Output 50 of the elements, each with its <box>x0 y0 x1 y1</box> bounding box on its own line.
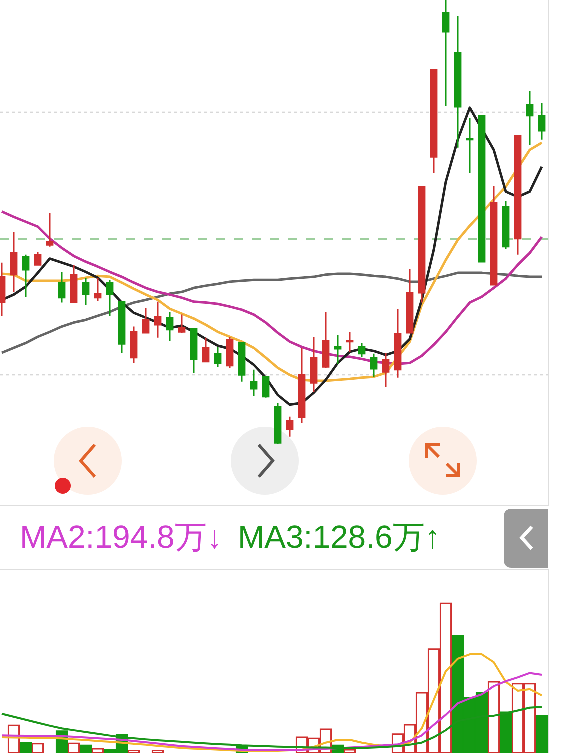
candlestick <box>322 311 330 369</box>
candlestick <box>214 346 222 368</box>
candlestick <box>118 301 126 354</box>
candlestick <box>454 15 462 149</box>
candlestick <box>310 336 318 393</box>
candlestick <box>538 102 546 141</box>
candlestick <box>106 279 114 317</box>
candlestick <box>262 375 270 399</box>
candlestick <box>82 277 90 306</box>
candlestick <box>10 231 18 293</box>
candlestick <box>466 117 474 174</box>
candlestick <box>226 336 234 369</box>
candlestick <box>442 0 450 107</box>
candlestick <box>238 342 246 383</box>
candlestick <box>250 369 258 397</box>
candlestick <box>382 352 390 388</box>
candlestick <box>334 334 342 365</box>
candlestick <box>190 328 198 374</box>
candlestick <box>430 69 438 174</box>
bar <box>80 744 92 753</box>
candlestick <box>406 268 414 334</box>
candlestick <box>166 311 174 342</box>
candlestick <box>46 212 54 248</box>
candlestick <box>490 185 498 286</box>
candlestick <box>358 342 366 358</box>
candlestick <box>22 254 30 298</box>
candlestick <box>526 90 534 146</box>
candlestick <box>142 307 150 334</box>
text: MA3:128.6万↑ <box>238 519 441 555</box>
candlestick <box>298 347 306 424</box>
candlestick <box>274 402 282 445</box>
text: MA2:194.8万↓ <box>20 519 223 555</box>
bar <box>20 742 32 753</box>
candlestick <box>202 337 210 363</box>
candlestick <box>70 264 78 304</box>
candlestick <box>94 277 102 302</box>
candlestick <box>370 353 378 378</box>
candlestick <box>58 271 66 304</box>
candlestick <box>346 331 354 353</box>
candlestick <box>130 326 138 364</box>
candlestick <box>178 314 186 334</box>
candlestick <box>514 135 522 256</box>
candlestick <box>154 301 162 339</box>
candlestick <box>394 308 402 379</box>
candlestick <box>34 251 42 266</box>
candlestick <box>478 115 486 263</box>
candlestick <box>286 416 294 438</box>
candlestick <box>418 186 426 304</box>
bar <box>536 715 548 753</box>
candlestick <box>502 200 510 250</box>
